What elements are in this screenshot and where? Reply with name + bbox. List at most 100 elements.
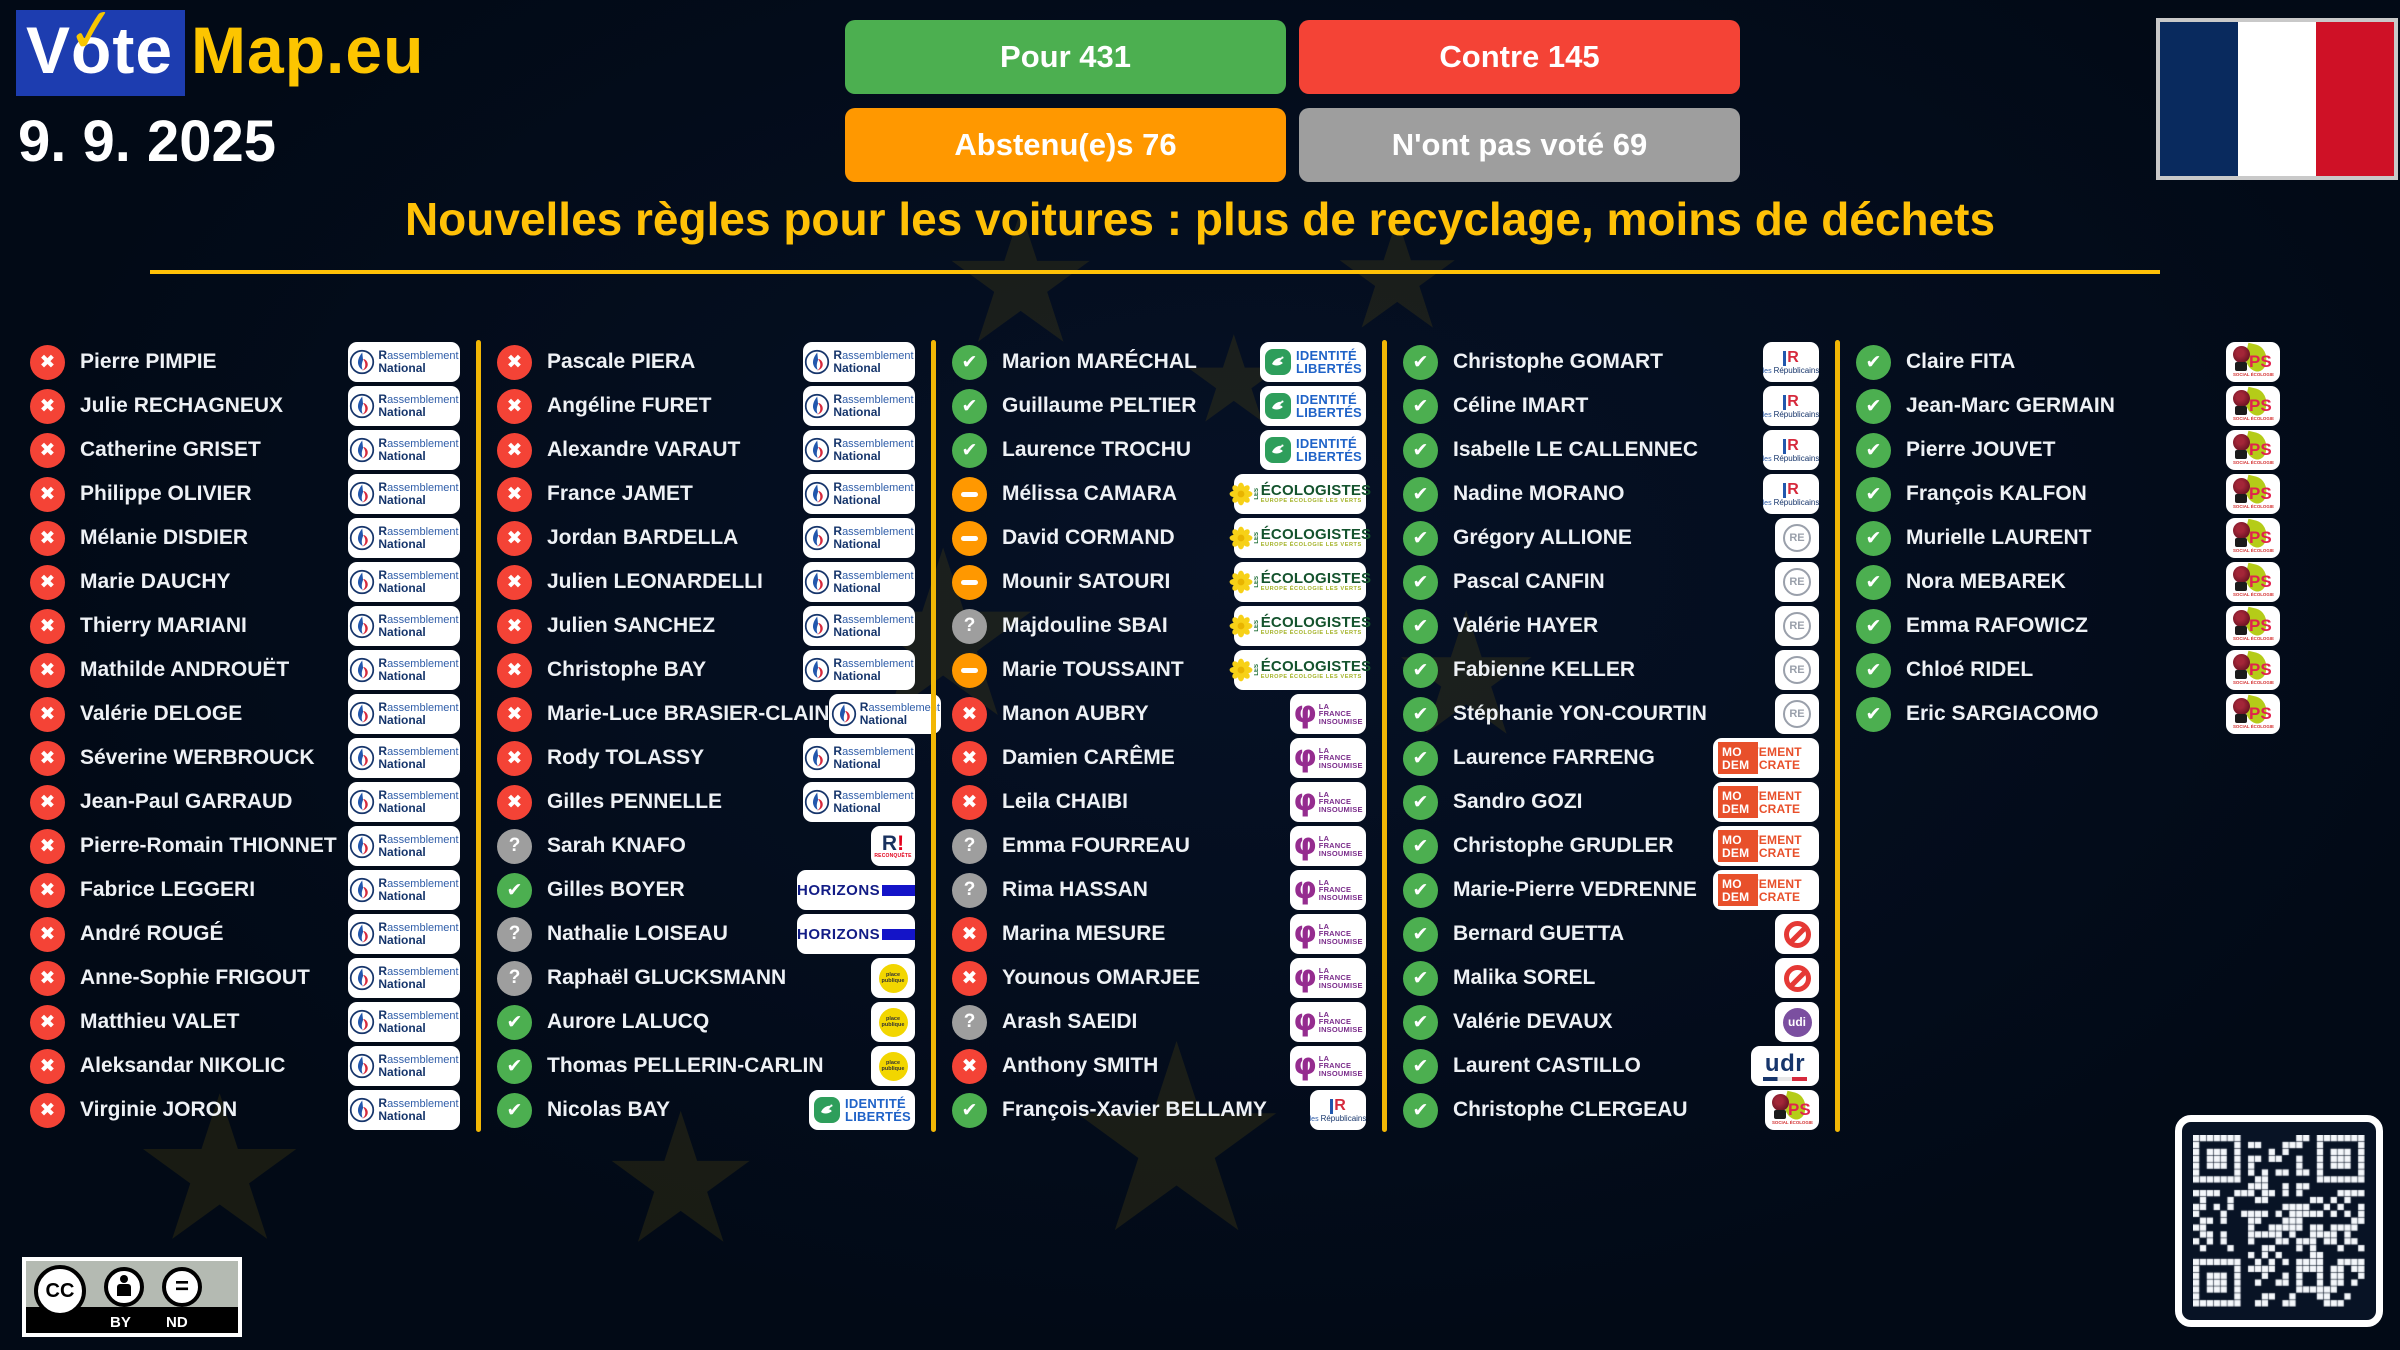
mep-name: Nathalie LOISEAU	[547, 922, 728, 945]
mep-row[interactable]: ✖ Pascale PIERA Rassemblement National	[497, 340, 915, 384]
cc-license-badge[interactable]: CC = BY ND	[22, 1257, 242, 1337]
mep-row[interactable]: ✔ Eric SARGIACOMO PS SOCIAL ÉCOLOGIE	[1856, 692, 2280, 736]
mep-row[interactable]: ✔ Claire FITA PS SOCIAL ÉCOLOGIE	[1856, 340, 2280, 384]
mep-row[interactable]: ✔ Gilles BOYER HORIZONS	[497, 868, 915, 912]
mep-row[interactable]: ✔ Guillaume PELTIER IDENTITÉ LIBERTÉS	[952, 384, 1366, 428]
mep-row[interactable]: ✔ Pascal CANFIN RE	[1403, 560, 1819, 604]
mep-row[interactable]: ✖ Leila CHAIBI φ LA FRANCE INSOUMISE	[952, 780, 1366, 824]
mep-row[interactable]: ✖ France JAMET Rassemblement National	[497, 472, 915, 516]
mep-row[interactable]: ✔ Pierre JOUVET PS SOCIAL ÉCOLOGIE	[1856, 428, 2280, 472]
mep-row[interactable]: ✖ Mathilde ANDROUËT Rassemblement National	[30, 648, 460, 692]
mep-row[interactable]: ✔ Jean-Marc GERMAIN PS SOCIAL ÉCOLOGIE	[1856, 384, 2280, 428]
mep-row[interactable]: ✖ Valérie DELOGE Rassemblement National	[30, 692, 460, 736]
mep-row[interactable]: ? Emma FOURREAU φ LA FRANCE INSOUMISE	[952, 824, 1366, 868]
mep-row[interactable]: ✖ Jordan BARDELLA Rassemblement National	[497, 516, 915, 560]
mep-row[interactable]: Mounir SATOURI LES ÉCOLOGISTES EUROPE ÉCOLO…	[952, 560, 1371, 604]
france-flag[interactable]	[2156, 18, 2398, 180]
mep-row[interactable]: ✖ Marie-Luce BRASIER-CLAIN Rassemblement Na…	[497, 692, 942, 736]
mep-row[interactable]: David CORMAND LES ÉCOLOGISTES EUROPE ÉCOLOG…	[952, 516, 1371, 560]
mep-row[interactable]: ✖ Julie RECHAGNEUX Rassemblement National	[30, 384, 460, 428]
mep-row[interactable]: ? Sarah KNAFO R! RECONQUÊTE	[497, 824, 915, 868]
mep-row[interactable]: ✔ Emma RAFOWICZ PS SOCIAL ÉCOLOGIE	[1856, 604, 2280, 648]
mep-row[interactable]: ✖ Manon AUBRY φ LA FRANCE INSOUMISE	[952, 692, 1366, 736]
vote-icon-abstention	[952, 520, 987, 556]
mep-row[interactable]: ✔ François KALFON PS SOCIAL ÉCOLOGIE	[1856, 472, 2280, 516]
mep-row[interactable]: ✔ Christophe GRUDLER MOUVEMENT DEMOCRATE	[1403, 824, 1819, 868]
mep-row[interactable]: ✔ Valérie DEVAUX udi	[1403, 1000, 1819, 1044]
mep-row[interactable]: ✔ Valérie HAYER RE	[1403, 604, 1819, 648]
mep-row[interactable]: ✖ Séverine WERBROUCK Rassemblement National	[30, 736, 460, 780]
mep-row[interactable]: ✖ Philippe OLIVIER Rassemblement National	[30, 472, 460, 516]
result-button-contre[interactable]: Contre 145	[1299, 20, 1740, 94]
mep-name: Grégory ALLIONE	[1453, 526, 1632, 549]
mep-row[interactable]: ✖ Pierre-Romain THIONNET Rassemblement Nati…	[30, 824, 460, 868]
mep-row[interactable]: ✔ Marion MARÉCHAL IDENTITÉ LIBERTÉS	[952, 340, 1366, 384]
mep-row[interactable]: ✖ Alexandre VARAUT Rassemblement National	[497, 428, 915, 472]
mep-row[interactable]: ? Nathalie LOISEAU HORIZONS	[497, 912, 915, 956]
mep-row[interactable]: ✔ Laurence FARRENG MOUVEMENT DEMOCRATE	[1403, 736, 1819, 780]
result-button-novote[interactable]: N'ont pas voté 69	[1299, 108, 1740, 182]
mep-row[interactable]: ✔ Nora MEBAREK PS SOCIAL ÉCOLOGIE	[1856, 560, 2280, 604]
mep-row[interactable]: ? Raphaël GLUCKSMANN place publique	[497, 956, 915, 1000]
mep-name: Rima HASSAN	[1002, 878, 1148, 901]
mep-row[interactable]: ✖ Marina MESURE φ LA FRANCE INSOUMISE	[952, 912, 1366, 956]
party-logo-rn: Rassemblement National	[348, 826, 460, 866]
mep-row[interactable]: ✔ Nicolas BAY IDENTITÉ LIBERTÉS	[497, 1088, 915, 1132]
mep-name: Laurent CASTILLO	[1453, 1054, 1641, 1077]
mep-row[interactable]: ✖ Angéline FURET Rassemblement National	[497, 384, 915, 428]
mep-row[interactable]: ✔ Murielle LAURENT PS SOCIAL ÉCOLOGIE	[1856, 516, 2280, 560]
mep-row[interactable]: ✔ Sandro GOZI MOUVEMENT DEMOCRATE	[1403, 780, 1819, 824]
mep-row[interactable]: ✖ Christophe BAY Rassemblement National	[497, 648, 915, 692]
mep-row[interactable]: ✖ Marie DAUCHY Rassemblement National	[30, 560, 460, 604]
mep-row[interactable]: ✖ Anthony SMITH φ LA FRANCE INSOUMISE	[952, 1044, 1366, 1088]
mep-row[interactable]: ✖ Julien SANCHEZ Rassemblement National	[497, 604, 915, 648]
mep-row[interactable]: ✖ Thierry MARIANI Rassemblement National	[30, 604, 460, 648]
mep-row[interactable]: ✔ Laurent CASTILLO udr	[1403, 1044, 1819, 1088]
mep-row[interactable]: ✔ Chloé RIDEL PS SOCIAL ÉCOLOGIE	[1856, 648, 2280, 692]
mep-row[interactable]: ✖ Fabrice LEGGERI Rassemblement National	[30, 868, 460, 912]
mep-row[interactable]: ✖ Aleksandar NIKOLIC Rassemblement National	[30, 1044, 460, 1088]
mep-row[interactable]: ✔ Christophe CLERGEAU PS SOCIAL ÉCOLOGIE	[1403, 1088, 1819, 1132]
mep-row[interactable]: ✖ Mélanie DISDIER Rassemblement National	[30, 516, 460, 560]
mep-row[interactable]: ✔ Bernard GUETTA	[1403, 912, 1819, 956]
vote-icon-novote: ?	[497, 916, 532, 952]
mep-row[interactable]: ? Arash SAEIDI φ LA FRANCE INSOUMISE	[952, 1000, 1366, 1044]
mep-row[interactable]: ✖ Gilles PENNELLE Rassemblement National	[497, 780, 915, 824]
mep-row[interactable]: ✖ Julien LEONARDELLI Rassemblement National	[497, 560, 915, 604]
mep-name: Rody TOLASSY	[547, 746, 705, 769]
mep-row[interactable]: ✖ Jean-Paul GARRAUD Rassemblement National	[30, 780, 460, 824]
mep-row[interactable]: ✖ André ROUGÉ Rassemblement National	[30, 912, 460, 956]
party-logo-ps: PS SOCIAL ÉCOLOGIE	[2226, 518, 2280, 558]
mep-row[interactable]: ✔ Stéphanie YON-COURTIN RE	[1403, 692, 1819, 736]
mep-row[interactable]: ? Majdouline SBAI LES ÉCOLOGISTES EUROPE ÉCO…	[952, 604, 1371, 648]
mep-row[interactable]: ✖ Matthieu VALET Rassemblement National	[30, 1000, 460, 1044]
mep-row[interactable]: ✔ Marie-Pierre VEDRENNE MOUVEMENT DEMOCRATE	[1403, 868, 1819, 912]
mep-row[interactable]: ✖ Younous OMARJEE φ LA FRANCE INSOUMISE	[952, 956, 1366, 1000]
result-button-abstention[interactable]: Abstenu(e)s 76	[845, 108, 1286, 182]
mep-row[interactable]: ✔ Malika SOREL	[1403, 956, 1819, 1000]
mep-row[interactable]: ✖ Virginie JORON Rassemblement National	[30, 1088, 460, 1132]
mep-row[interactable]: ? Rima HASSAN φ LA FRANCE INSOUMISE	[952, 868, 1366, 912]
site-logo[interactable]: Vo ✓ te Map.eu	[16, 0, 424, 96]
mep-row[interactable]: ✖ Anne-Sophie FRIGOUT Rassemblement Nationa…	[30, 956, 460, 1000]
mep-row[interactable]: Marie TOUSSAINT LES ÉCOLOGISTES EUROPE ÉCOL…	[952, 648, 1371, 692]
party-logo-udi: udi	[1775, 1002, 1819, 1042]
mep-row[interactable]: ✔ Fabienne KELLER RE	[1403, 648, 1819, 692]
result-button-pour[interactable]: Pour 431	[845, 20, 1286, 94]
mep-row[interactable]: ✖ Pierre PIMPIE Rassemblement National	[30, 340, 460, 384]
mep-row[interactable]: Mélissa CAMARA LES ÉCOLOGISTES EUROPE ÉCOLO…	[952, 472, 1371, 516]
mep-row[interactable]: ✔ Grégory ALLIONE RE	[1403, 516, 1819, 560]
mep-row[interactable]: ✖ Catherine GRISET Rassemblement National	[30, 428, 460, 472]
mep-row[interactable]: ✖ Damien CARÊME φ LA FRANCE INSOUMISE	[952, 736, 1366, 780]
eu-star-icon: ★	[1060, 995, 1294, 1285]
mep-row[interactable]: ✔ Aurore LALUCQ place publique	[497, 1000, 915, 1044]
mep-row[interactable]: ✔ Laurence TROCHU IDENTITÉ LIBERTÉS	[952, 428, 1366, 472]
mep-row[interactable]: ✖ Rody TOLASSY Rassemblement National	[497, 736, 915, 780]
mep-row[interactable]: ✔ Thomas PELLERIN-CARLIN place publique	[497, 1044, 915, 1088]
